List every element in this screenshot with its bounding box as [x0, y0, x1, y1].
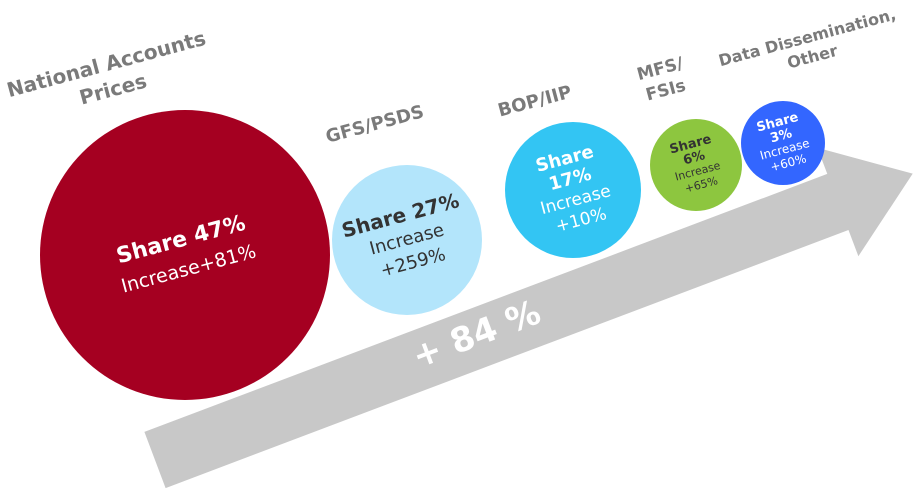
bubble-title: MFS/FSIs	[635, 53, 688, 105]
bubble-group: Share 47%Increase+81%National AccountsPr…	[4, 26, 330, 400]
bubble	[40, 110, 330, 400]
bubble	[650, 119, 742, 211]
bubble-title: Data Dissemination,Other	[716, 5, 897, 73]
bubble-group: Share 27%Increase+259% GFS/PSDS	[324, 101, 482, 315]
bubble	[741, 101, 825, 185]
bubble-line: 6%	[682, 148, 707, 168]
bubble	[505, 122, 641, 258]
arrow-shape	[144, 147, 913, 489]
bubble-title: BOP/IIP	[496, 82, 574, 122]
bubble	[332, 165, 482, 315]
bubble-line: 3%	[769, 126, 794, 146]
title-line: GFS/PSDS	[324, 101, 427, 147]
bubbles: Share 47%Increase+81%National AccountsPr…	[4, 5, 898, 400]
bubble-title: GFS/PSDS	[324, 101, 427, 147]
bubble-text: Share 27%Increase+259%	[339, 188, 462, 281]
title-line: BOP/IIP	[496, 82, 574, 122]
